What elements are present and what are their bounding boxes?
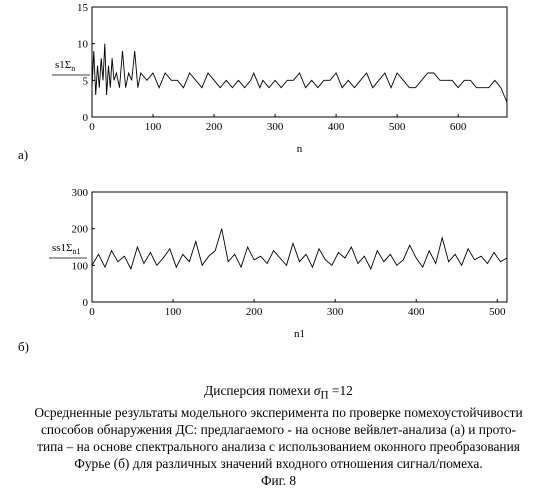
- x-tick-label: 400: [408, 306, 425, 318]
- chart-b: 0 100 200 300 0 100 200 300 400 500 n1 ss1Σn1 б): [18, 187, 507, 354]
- series-line: [92, 44, 507, 103]
- y-tick-label: 300: [72, 187, 89, 199]
- y-tick-label: 10: [77, 39, 89, 51]
- x-tick-label: 500: [489, 306, 506, 318]
- x-axis-label: n: [297, 143, 303, 155]
- variance-value: =12: [329, 383, 353, 398]
- plot-frame: [92, 7, 507, 117]
- x-tick-label: 500: [389, 121, 406, 133]
- x-axis-label: n1: [294, 328, 305, 340]
- variance-label: Дисперсия помехи σП =12: [0, 383, 557, 402]
- x-tick-label: 0: [89, 306, 95, 318]
- y-tick-label: 5: [83, 75, 89, 87]
- caption-line: типа – на основе спектрального анализа с…: [0, 438, 557, 455]
- x-tick-label: 400: [328, 121, 345, 133]
- x-tick-label: 200: [206, 121, 223, 133]
- y-axis-label: s1Σn: [55, 59, 75, 73]
- y-tick-label: 0: [83, 112, 89, 124]
- x-tick-label: 300: [267, 121, 284, 133]
- x-tick-label: 100: [145, 121, 162, 133]
- y-tick-label: 0: [83, 297, 89, 309]
- figure-caption: Осредненные результаты модельного экспер…: [0, 404, 557, 489]
- caption-line: способов обнаружения ДС: предлагаемого -…: [0, 421, 557, 438]
- x-tick-label: 100: [165, 306, 182, 318]
- y-tick-label: 100: [72, 260, 89, 272]
- variance-subscript: П: [320, 390, 328, 402]
- x-tick-label: 200: [246, 306, 263, 318]
- y-tick-label: 15: [77, 2, 89, 14]
- panel-label: а): [18, 147, 28, 162]
- x-tick-label: 300: [327, 306, 344, 318]
- panel-label: б): [18, 339, 29, 354]
- y-tick-label: 200: [72, 224, 89, 236]
- figure-label: Фиг. 8: [0, 472, 557, 489]
- chart-a: 0 5 10 15 0 100 200 300 400 500 600 n s1Σn а): [18, 2, 507, 162]
- x-tick-label: 600: [450, 121, 467, 133]
- variance-text: Дисперсия помехи: [204, 383, 314, 398]
- y-axis-label: ss1Σn1: [52, 242, 80, 256]
- caption-line: Осредненные результаты модельного экспер…: [0, 404, 557, 421]
- charts-canvas: 0 5 10 15 0 100 200 300 400 500 600 n s1Σn а) 0 100 200…: [0, 0, 557, 380]
- caption-line: Фурье (б) для различных значений входног…: [0, 455, 557, 472]
- series-line: [92, 229, 507, 269]
- x-tick-label: 0: [89, 121, 95, 133]
